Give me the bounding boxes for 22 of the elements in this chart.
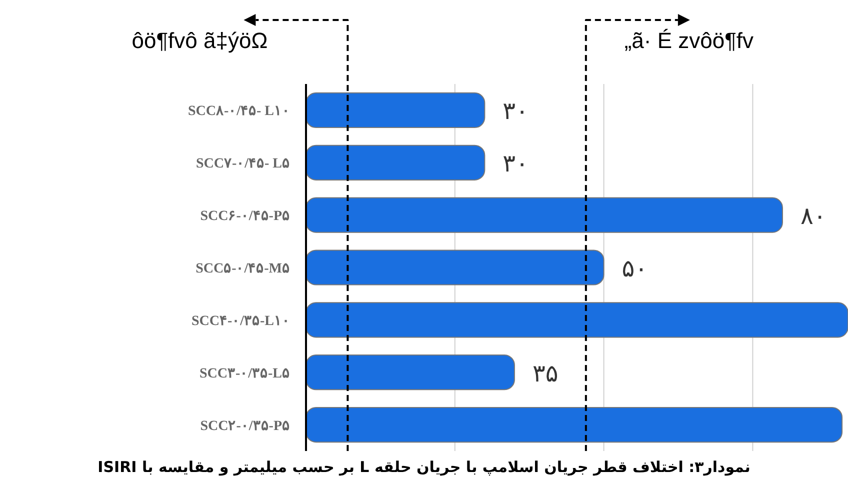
bar <box>306 250 604 286</box>
y-tick-label: SCC۷-۰/۴۵- L۵ <box>196 156 290 172</box>
ref-line-label: „ã· É zvôö¶fv <box>624 28 754 53</box>
data-label: ۳۰ <box>502 150 528 178</box>
data-label: ۸۰ <box>800 202 826 230</box>
y-tick-label: SCC۶-۰/۴۵-P۵ <box>200 209 290 224</box>
bar <box>306 197 783 233</box>
y-tick-label: SCC۳-۰/۳۵-L۵ <box>199 366 290 382</box>
text: نمودار۳: اختلاف قطر جریان اسلامپ با جریان حلقه L بر حسب میلیمتر و مقایسه با ISIRI <box>98 458 750 476</box>
bar <box>306 354 515 390</box>
y-tick-label: SCC۵-۰/۴۵-M۵ <box>196 262 290 276</box>
bar <box>306 92 486 128</box>
y-tick-label: SCC۴-۰/۳۵-L۱۰ <box>191 314 290 329</box>
y-tick-label: SCC۸-۰/۴۵- L۱۰ <box>188 104 290 120</box>
ref-line-label: ôö¶fvô ã‡ýöΩ <box>132 28 268 53</box>
data-label: ۳۰ <box>502 97 528 126</box>
bar <box>306 406 843 443</box>
data-label: ۵۰ <box>622 254 648 282</box>
bar <box>306 302 848 338</box>
data-label: ۳۵ <box>532 359 558 388</box>
bar <box>306 144 486 180</box>
y-tick-label: SCC۲-۰/۳۵-P۵ <box>200 418 290 434</box>
